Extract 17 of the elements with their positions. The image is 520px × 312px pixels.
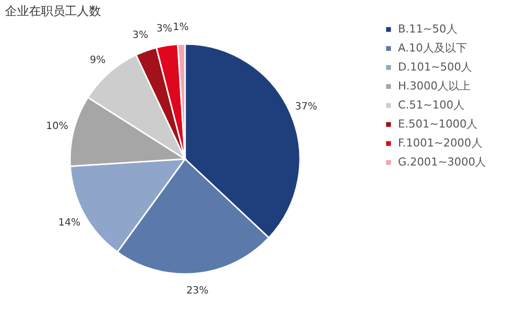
legend-label: E.501~1000人: [398, 118, 478, 130]
legend-label: D.101~500人: [398, 60, 472, 74]
legend-label: F.1001~2000人: [398, 136, 482, 150]
legend-label: B.11~50人: [398, 22, 458, 36]
data-label: 23%: [186, 285, 209, 296]
data-label: 1%: [172, 22, 189, 34]
data-label: 3%: [132, 30, 148, 41]
legend-label: G.2001~3000人: [398, 156, 486, 168]
legend-label: A.10人及以下: [398, 42, 467, 54]
legend-label: H.3000人以上: [398, 80, 471, 92]
data-label: 10%: [46, 121, 68, 132]
chart-title: 企业在职员工人数: [5, 4, 101, 18]
data-label: 3%: [156, 24, 172, 35]
data-label: 14%: [58, 218, 80, 229]
legend-label: C.51~100人: [398, 98, 464, 112]
data-label: 9%: [90, 54, 106, 66]
data-label: 37%: [295, 102, 318, 113]
